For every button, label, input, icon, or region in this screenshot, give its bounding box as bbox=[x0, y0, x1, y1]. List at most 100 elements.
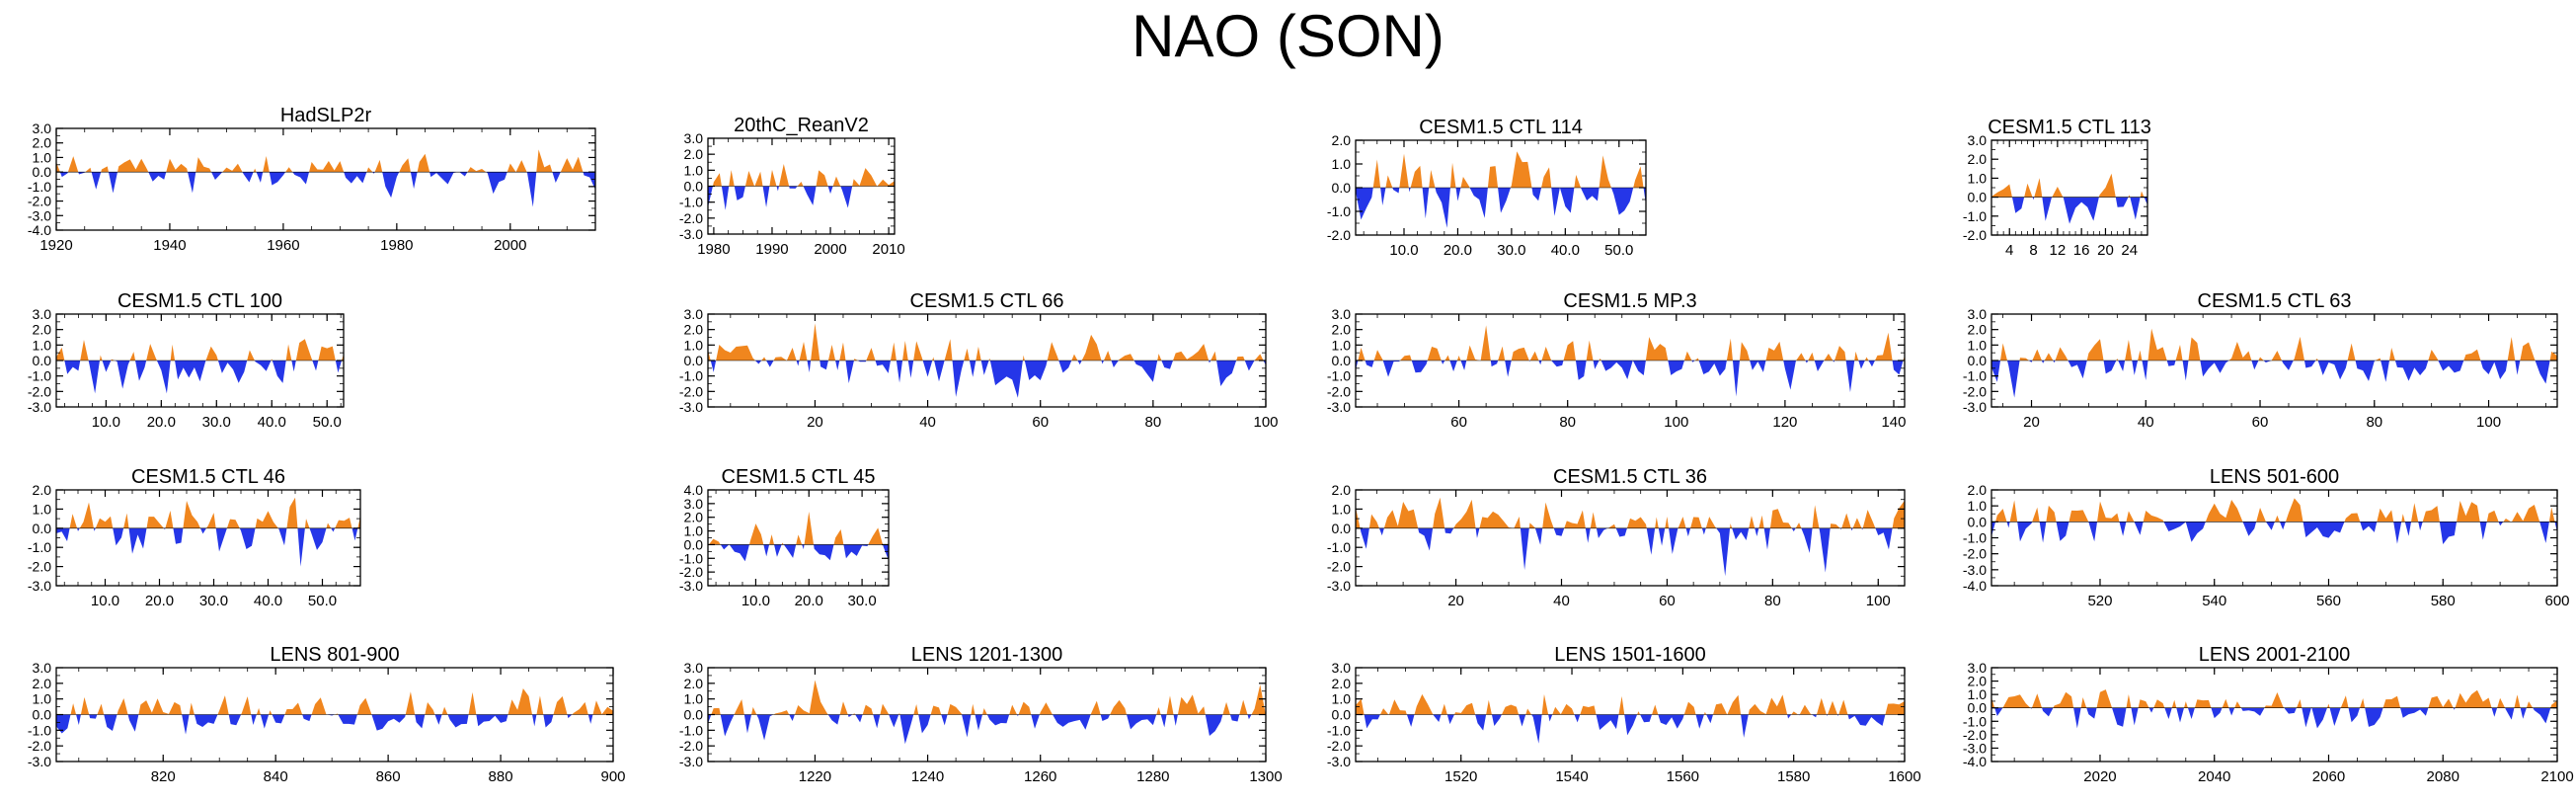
ytick-label: 2.0 bbox=[1332, 132, 1352, 148]
xtick-label: 1260 bbox=[1024, 768, 1056, 785]
positive-area bbox=[56, 688, 613, 715]
positive-area bbox=[708, 512, 889, 545]
panel-10: 2.0 1.0 0.0 -1.0 -2.0 -3.0 20 40 60 80 100 CESM1.5 … bbox=[1327, 466, 1906, 609]
xtick-label: 60 bbox=[1659, 593, 1676, 609]
panel-title: CESM1.5 CTL 45 bbox=[722, 466, 876, 488]
negative-area bbox=[56, 714, 613, 735]
xtick-label: 80 bbox=[1764, 593, 1781, 609]
ytick-label: 0.0 bbox=[1968, 700, 1988, 716]
ytick-label: 1.0 bbox=[33, 337, 52, 353]
panel-title: CESM1.5 CTL 63 bbox=[2198, 290, 2352, 312]
negative-area bbox=[1360, 527, 1905, 577]
ytick-label: 1.0 bbox=[1968, 170, 1988, 186]
positive-area bbox=[56, 149, 595, 173]
xtick-label: 1540 bbox=[1555, 768, 1588, 785]
panel-title: CESM1.5 MP.3 bbox=[1563, 290, 1696, 312]
negative-area bbox=[708, 186, 895, 210]
ytick-label: -2.0 bbox=[1327, 738, 1351, 754]
ytick-label: 2.0 bbox=[1968, 151, 1988, 167]
ytick-label: -3.0 bbox=[679, 399, 703, 415]
xtick-label: 560 bbox=[2316, 593, 2341, 609]
xtick-label: 24 bbox=[2121, 242, 2138, 259]
ytick-label: -1.0 bbox=[679, 550, 703, 566]
xtick-label: 100 bbox=[2476, 414, 2501, 431]
ytick-label: -2.0 bbox=[679, 383, 703, 399]
ytick-label: -1.0 bbox=[679, 195, 703, 210]
ytick-label: 0.0 bbox=[33, 353, 52, 368]
xtick-label: 2010 bbox=[872, 241, 904, 258]
negative-area bbox=[1991, 522, 2557, 544]
panel-8: 2.0 1.0 0.0 -1.0 -2.0 -3.0 10.0 20.0 30.0 40.0 50.… bbox=[28, 466, 361, 609]
ytick-label: 1.0 bbox=[1332, 691, 1352, 707]
xtick-label: 820 bbox=[151, 768, 176, 785]
panel-6: 3.02.01.00.0-1.0-2.0-3.0 60 80 100 120 140 CES… bbox=[1327, 290, 1907, 431]
panel-title: CESM1.5 CTL 46 bbox=[131, 466, 285, 488]
xtick-label: 30.0 bbox=[847, 593, 876, 609]
ytick-label: 1.0 bbox=[684, 337, 704, 353]
ytick-label: 2.0 bbox=[1332, 676, 1352, 691]
xtick-label: 2000 bbox=[814, 241, 846, 258]
ytick-label: 2.0 bbox=[1332, 322, 1352, 338]
ytick-label: -1.0 bbox=[1327, 368, 1351, 384]
xtick-label: 1580 bbox=[1777, 768, 1810, 785]
ytick-label: -3.0 bbox=[28, 207, 51, 223]
ytick-label: -2.0 bbox=[679, 738, 703, 754]
xtick-label: 4 bbox=[2005, 242, 2013, 259]
positive-area bbox=[708, 323, 1264, 361]
ytick-label: -4.0 bbox=[1963, 754, 1987, 769]
ytick-label: -2.0 bbox=[1963, 727, 1987, 743]
ytick-label: 0.0 bbox=[1968, 353, 1988, 368]
ytick-label: 1.0 bbox=[684, 691, 704, 707]
xtick-label: 880 bbox=[489, 768, 513, 785]
positive-area bbox=[56, 339, 344, 361]
ytick-label: 0.0 bbox=[33, 521, 52, 536]
figure-title: NAO (SON) bbox=[1132, 3, 1444, 69]
ytick-label: -4.0 bbox=[28, 222, 51, 238]
negative-area bbox=[1356, 714, 1905, 744]
xtick-label: 540 bbox=[2202, 593, 2226, 609]
ytick-label: 0.0 bbox=[1332, 180, 1352, 196]
xtick-label: 2020 bbox=[2083, 768, 2116, 785]
ytick-label: -3.0 bbox=[679, 754, 703, 769]
ytick-label: -3.0 bbox=[1963, 562, 1987, 578]
ytick-label: 0.0 bbox=[684, 536, 704, 552]
xtick-label: 40.0 bbox=[1551, 242, 1580, 259]
positive-area bbox=[1991, 689, 2557, 708]
xtick-label: 1240 bbox=[911, 768, 944, 785]
negative-area bbox=[1356, 361, 1904, 397]
ytick-label: 3.0 bbox=[684, 660, 704, 676]
xtick-label: 40 bbox=[1553, 593, 1570, 609]
panel-title: LENS 2001-2100 bbox=[2199, 644, 2350, 666]
xtick-label: 40.0 bbox=[258, 414, 286, 431]
ytick-label: -2.0 bbox=[1963, 546, 1987, 562]
xtick-label: 2080 bbox=[2427, 768, 2459, 785]
xtick-label: 10.0 bbox=[91, 593, 119, 609]
panel-title: LENS 1501-1600 bbox=[1554, 644, 1705, 666]
xtick-label: 2000 bbox=[494, 237, 526, 254]
xtick-label: 10.0 bbox=[92, 414, 120, 431]
ytick-label: 3.0 bbox=[33, 306, 52, 322]
ytick-label: 1.0 bbox=[1968, 337, 1988, 353]
ytick-label: -2.0 bbox=[1327, 227, 1351, 243]
xtick-label: 80 bbox=[1145, 414, 1162, 431]
xtick-label: 20 bbox=[2097, 242, 2114, 259]
xtick-label: 100 bbox=[1664, 414, 1688, 431]
ytick-label: 1.0 bbox=[1332, 337, 1352, 353]
xtick-label: 30.0 bbox=[199, 593, 228, 609]
ytick-label: 0.0 bbox=[1968, 514, 1988, 529]
ytick-label: -1.0 bbox=[28, 539, 51, 555]
negative-area bbox=[710, 361, 1266, 398]
panel-title: HadSLP2r bbox=[280, 105, 372, 126]
ytick-label: 3.0 bbox=[33, 120, 52, 136]
xtick-label: 600 bbox=[2544, 593, 2569, 609]
ytick-label: -2.0 bbox=[1963, 227, 1987, 243]
plot-frame bbox=[55, 127, 596, 231]
ytick-label: -2.0 bbox=[28, 559, 51, 575]
ytick-label: -3.0 bbox=[28, 754, 51, 769]
panel-title: CESM1.5 CTL 100 bbox=[117, 290, 282, 312]
ytick-label: 0.0 bbox=[33, 164, 52, 180]
xtick-label: 10.0 bbox=[742, 593, 770, 609]
ytick-label: 3.0 bbox=[1968, 306, 1988, 322]
